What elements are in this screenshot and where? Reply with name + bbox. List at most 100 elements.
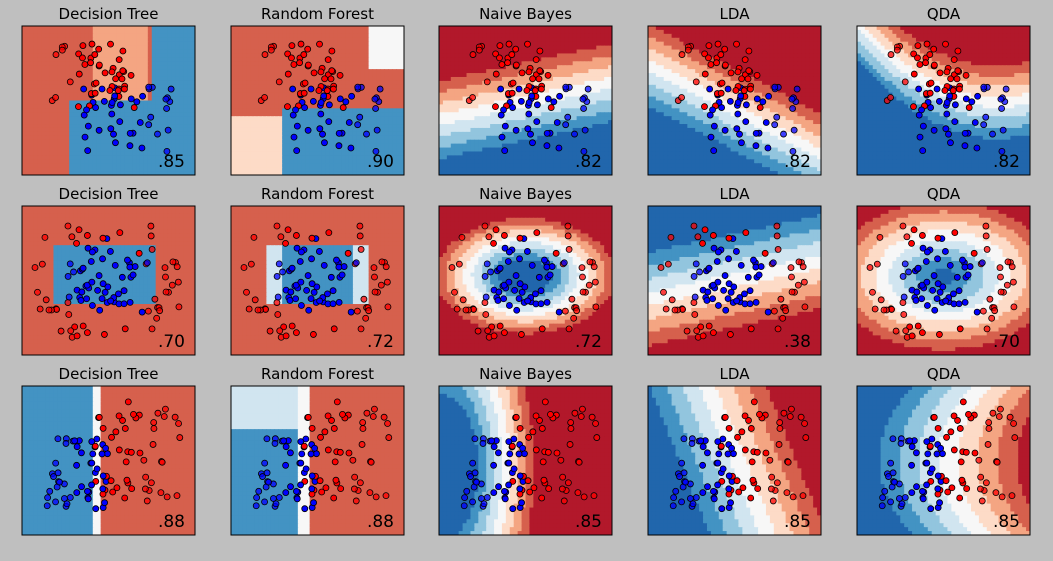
- data-point: [927, 477, 935, 485]
- data-point: [766, 456, 774, 464]
- data-point: [367, 458, 375, 466]
- data-point: [338, 271, 346, 279]
- data-point: [536, 417, 543, 424]
- data-point: [288, 264, 296, 272]
- data-point: [512, 413, 520, 421]
- subplot-frame: [21, 25, 196, 176]
- data-point: [512, 45, 520, 53]
- data-point: [919, 495, 927, 503]
- data-point: [92, 79, 100, 87]
- data-point: [274, 311, 282, 318]
- subplot-frame: [856, 25, 1031, 176]
- data-point: [910, 103, 917, 111]
- data-point: [119, 417, 126, 424]
- data-point: [329, 300, 337, 308]
- data-point: [580, 147, 588, 155]
- data-point: [718, 79, 726, 87]
- data-point: [552, 249, 560, 257]
- subplot-frame: [438, 25, 613, 176]
- data-point: [764, 308, 772, 316]
- data-point: [99, 424, 107, 432]
- data-point: [357, 325, 365, 333]
- subplot-frame: [21, 205, 196, 356]
- data-point: [163, 147, 171, 155]
- data-point: [284, 226, 292, 234]
- data-point: [111, 92, 119, 100]
- data-point: [282, 461, 289, 469]
- data-point: [1008, 263, 1016, 271]
- data-point: [770, 307, 778, 315]
- data-point: [962, 95, 970, 103]
- data-point: [471, 469, 479, 477]
- data-point: [108, 68, 116, 76]
- data-point: [88, 248, 96, 256]
- data-point: [678, 51, 686, 58]
- data-point: [173, 492, 181, 500]
- data-point: [121, 325, 129, 333]
- data-point: [935, 97, 943, 105]
- data-point: [918, 106, 925, 114]
- data-point: [934, 472, 942, 480]
- data-point: [961, 298, 969, 306]
- data-point: [710, 147, 718, 155]
- data-point: [919, 244, 927, 252]
- score-label: .90: [367, 152, 394, 172]
- data-point: [543, 142, 551, 150]
- data-point: [734, 110, 742, 118]
- data-point: [714, 438, 722, 446]
- data-point: [505, 278, 513, 286]
- data-point: [354, 121, 362, 129]
- data-point: [544, 95, 552, 103]
- data-point: [955, 300, 963, 308]
- data-point: [997, 288, 1005, 296]
- data-point: [471, 435, 479, 443]
- data-point: [943, 68, 951, 76]
- data-point: [773, 479, 781, 487]
- subplot-frame: [21, 385, 196, 536]
- data-point: [924, 450, 932, 458]
- data-point: [335, 129, 343, 137]
- data-point: [944, 488, 952, 496]
- data-point: [799, 263, 807, 271]
- data-point: [328, 47, 336, 55]
- data-point: [537, 300, 545, 308]
- data-point: [564, 222, 572, 230]
- data-point: [662, 305, 670, 313]
- data-point: [524, 477, 532, 485]
- data-point: [727, 331, 734, 338]
- data-point: [297, 248, 305, 256]
- data-point: [318, 488, 326, 496]
- data-point: [322, 484, 330, 492]
- data-point: [733, 125, 741, 133]
- data-point: [460, 502, 468, 510]
- subplot-title: Random Forest: [261, 185, 374, 203]
- data-point: [280, 437, 287, 445]
- data-point: [362, 314, 370, 322]
- data-point: [710, 122, 718, 130]
- data-point: [941, 87, 949, 94]
- data-point: [564, 113, 572, 121]
- data-point: [1011, 434, 1019, 441]
- data-point: [744, 75, 752, 83]
- data-point: [287, 288, 295, 296]
- data-point: [297, 438, 305, 446]
- data-point: [68, 233, 76, 241]
- data-point: [516, 255, 523, 263]
- data-point: [928, 465, 936, 473]
- data-point: [108, 433, 115, 441]
- data-point: [328, 67, 336, 75]
- data-point: [947, 139, 954, 147]
- data-point: [930, 45, 938, 53]
- data-point: [715, 302, 722, 309]
- data-point: [690, 299, 698, 306]
- data-point: [887, 51, 895, 58]
- data-point: [339, 104, 347, 111]
- data-point: [323, 87, 331, 94]
- data-point: [330, 85, 337, 93]
- data-point: [357, 246, 365, 253]
- data-point: [538, 85, 545, 93]
- data-point: [900, 311, 908, 318]
- data-point: [495, 483, 502, 491]
- data-point: [934, 280, 942, 288]
- data-point: [943, 99, 951, 106]
